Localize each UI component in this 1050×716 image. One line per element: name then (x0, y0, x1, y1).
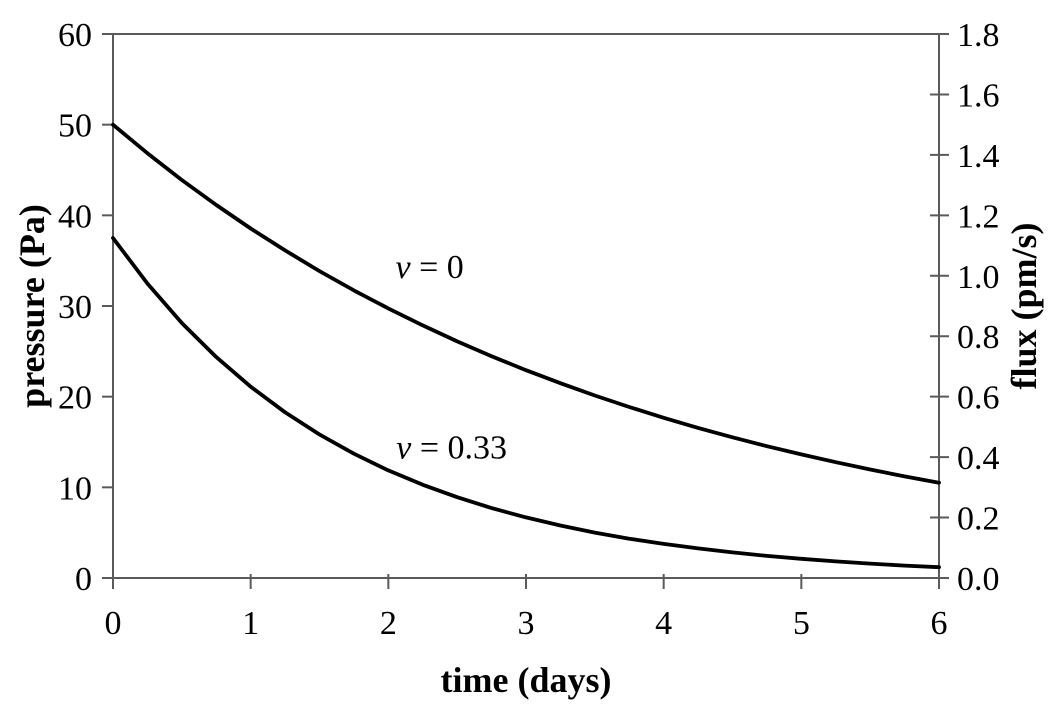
annotation-value: = 0 (411, 249, 464, 286)
curve-annotation-1: ν = 0.33 (396, 429, 507, 466)
left-axis-tick-label: 20 (58, 380, 92, 417)
right-axis-tick-label: 0.4 (957, 440, 1000, 477)
left-axis-title: pressure (Pa) (12, 204, 52, 408)
left-axis-tick-label: 40 (58, 198, 92, 235)
right-axis-tick-label: 1.4 (957, 138, 1000, 175)
left-axis-tick-label: 50 (58, 108, 92, 145)
x-axis-tick-label: 5 (793, 605, 810, 642)
nu-symbol: ν (396, 429, 412, 466)
curve-series-1 (111, 236, 941, 570)
x-axis-tick-label: 0 (105, 605, 122, 642)
left-axis-tick-label: 30 (58, 289, 92, 326)
right-axis-tick-label: 1.2 (957, 198, 1000, 235)
right-axis-tick-label: 0.0 (957, 561, 1000, 598)
x-axis-title: time (days) (441, 660, 612, 700)
right-axis-title: flux (pm/s) (1004, 222, 1044, 389)
x-axis-tick-label: 1 (242, 605, 259, 642)
curve-series-0 (111, 122, 941, 485)
right-axis-tick-label: 0.6 (957, 380, 1000, 417)
left-axis-tick-label: 0 (75, 561, 92, 598)
right-axis-tick-label: 0.2 (957, 501, 1000, 538)
x-axis-tick-label: 4 (655, 605, 672, 642)
x-axis-tick-label: 2 (380, 605, 397, 642)
annotation-value: = 0.33 (411, 429, 507, 466)
right-axis-tick-label: 1.0 (957, 259, 1000, 296)
x-axis-tick-label: 3 (518, 605, 535, 642)
right-axis-tick-label: 0.8 (957, 319, 1000, 356)
right-axis-tick-label: 1.6 (957, 77, 1000, 114)
nu-symbol: ν (395, 249, 411, 286)
left-axis-tick-label: 60 (58, 17, 92, 54)
x-axis-tick-label: 6 (931, 605, 948, 642)
right-axis-tick-label: 1.8 (957, 17, 1000, 54)
curve-annotation-0: ν = 0 (395, 249, 463, 286)
left-axis-tick-label: 10 (58, 470, 92, 507)
